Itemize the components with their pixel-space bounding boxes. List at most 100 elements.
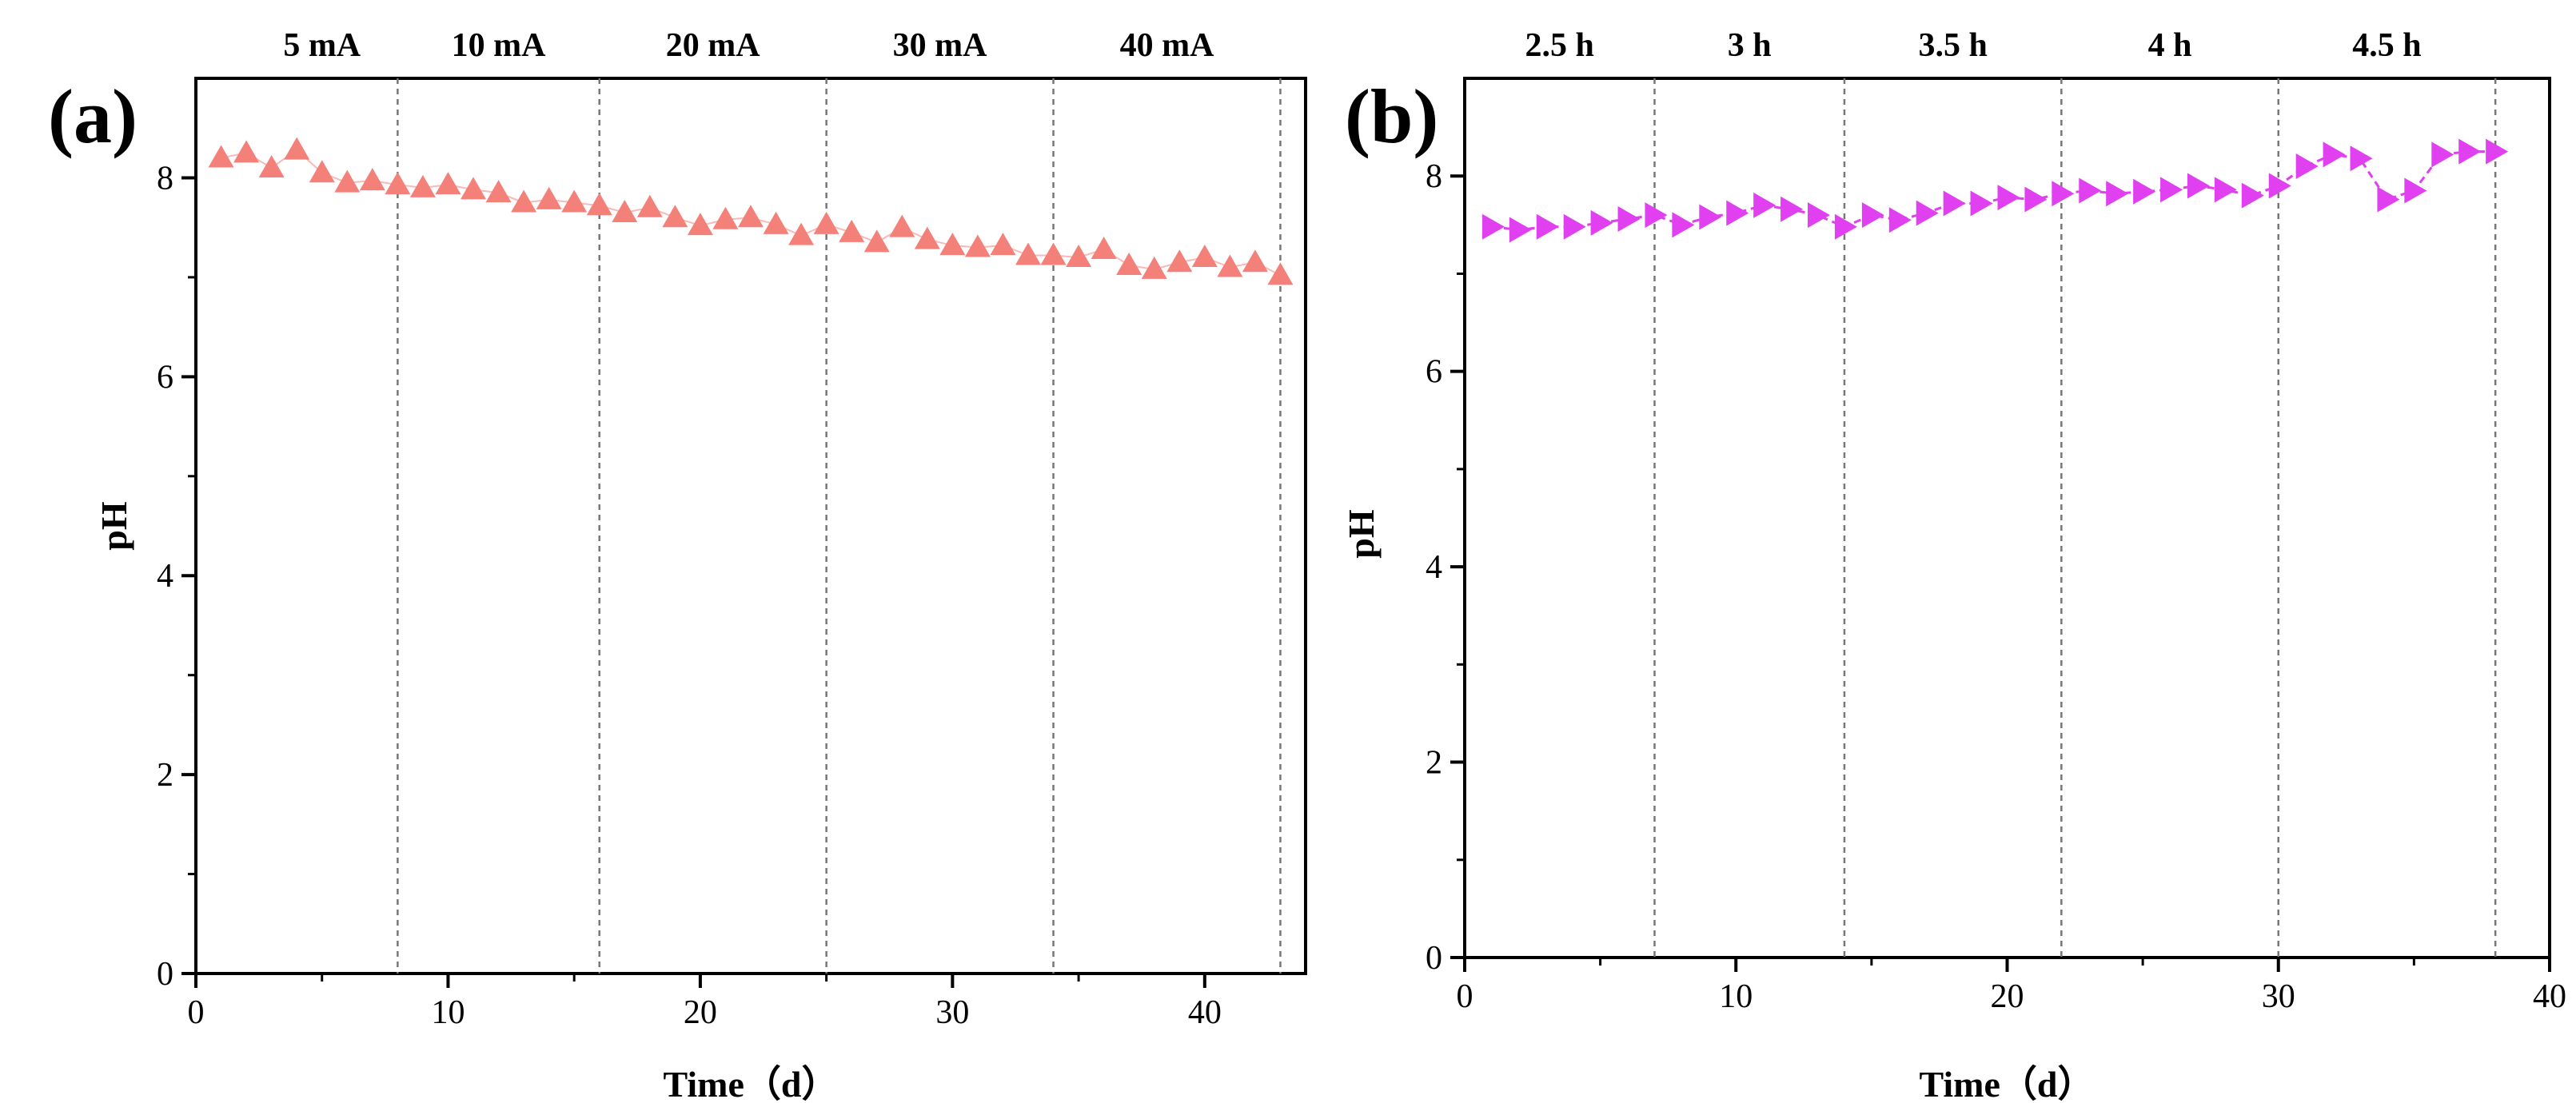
panel-a-y-tick-label-0: 0 <box>157 956 173 993</box>
panel-a-data-point <box>712 206 739 229</box>
panel-b-letter: (b) <box>1345 74 1438 159</box>
panel-a-y-tick-label-4: 4 <box>157 558 173 595</box>
panel-a-data-point <box>561 189 588 213</box>
panel-b-data-point <box>2187 173 2210 199</box>
panel-a-data-point <box>1217 254 1243 277</box>
panel-b-markers <box>1481 138 2509 243</box>
panel-b-data-point <box>2024 186 2048 213</box>
panel-a-data-point <box>258 155 285 177</box>
panel-a-data-point <box>1166 249 1193 273</box>
panel-b-data-point <box>2214 177 2237 203</box>
panel-a-data-point <box>511 189 537 213</box>
panel-b-data-point <box>1970 190 1993 217</box>
panel-a-phase-label-4: 30 mA <box>893 27 987 64</box>
panel-b-x-tick-label-0: 0 <box>1457 978 1473 1015</box>
panel-a-data-point <box>813 211 839 234</box>
panel-b-data-point <box>2323 141 2346 168</box>
panel-b-data-point <box>2106 181 2129 207</box>
panel-b-data-point <box>2458 138 2482 165</box>
panel-a-data-point <box>839 219 865 242</box>
panel-b-y-tick-label-0: 0 <box>1426 940 1442 977</box>
panel-a-x-tick-label-40: 40 <box>1188 994 1222 1031</box>
panel-a-data-point <box>409 174 436 197</box>
panel-b-data-point <box>1509 217 1532 243</box>
panel-b-data-point <box>2268 173 2291 199</box>
panel-a-x-axis-title: Time（d） <box>664 1064 839 1103</box>
panel-a-x-tick-label-20: 20 <box>684 994 717 1031</box>
panel-a-y-tick-label-6: 6 <box>157 359 173 396</box>
panel-a-x-tick-label-30: 30 <box>935 994 969 1031</box>
panel-a-data-point <box>1015 242 1041 265</box>
panel-a-data-point <box>208 145 234 168</box>
panel-b-data-point <box>2160 177 2183 203</box>
panel-b-data-point <box>1536 213 1559 240</box>
panel-a-data-point <box>536 186 562 209</box>
panel-a-data-point <box>662 205 688 228</box>
panel-b-data-point <box>2486 138 2509 165</box>
panel-a-data-point <box>1040 242 1067 265</box>
panel-b-data-point <box>2295 153 2319 179</box>
panel-b-y-ticks: 0 2 4 6 8 <box>1426 158 1465 977</box>
panel-a-data-point <box>461 177 486 200</box>
panel-a-phase-labels: 5 mA 10 mA 20 mA 30 mA 40 mA <box>283 27 1214 64</box>
panel-b-phase-label-3: 3.5 h <box>1918 27 1987 64</box>
panel-b-data-point <box>1780 196 1804 222</box>
panel-b-data-point <box>2079 177 2102 204</box>
panel-a-data-point <box>964 234 991 257</box>
panel-b-series-line-path <box>1491 150 2496 231</box>
panel-a-data-point <box>990 233 1016 256</box>
panel-a-data-point <box>435 172 461 195</box>
panel-a-data-point <box>1066 245 1092 267</box>
panel-b-x-ticks: 0 10 20 30 40 <box>1457 958 2566 1015</box>
panel-b-data-point <box>1699 204 1722 230</box>
panel-b-phase-labels: 2.5 h 3 h 3.5 h 4 h 4.5 h <box>1525 27 2422 64</box>
panel-b-data-point <box>1834 213 1857 240</box>
panel-a-data-point <box>485 180 512 203</box>
panel-b-phase-label-1: 2.5 h <box>1525 27 1594 64</box>
panel-b-data-point <box>1808 202 1831 229</box>
panel-b-y-tick-label-8: 8 <box>1426 158 1442 195</box>
panel-a-phase-label-5: 40 mA <box>1120 27 1214 64</box>
panel-b-plot-frame <box>1463 77 2551 959</box>
panel-a: (a) 0 10 20 30 40 0 2 4 6 8 5 mA 10 mA 20 mA 30 mA 4… <box>48 27 1307 1103</box>
panel-a-data-point <box>1242 249 1268 273</box>
panel-b-data-point <box>2133 178 2156 205</box>
panel-b-data-point <box>1888 207 1912 233</box>
panel-a-letter: (a) <box>48 74 138 159</box>
panel-a-data-point <box>284 137 310 160</box>
panel-a-phase-lines <box>397 78 1282 974</box>
panel-a-data-point <box>612 200 638 222</box>
panel-b-data-point <box>1617 206 1641 232</box>
panel-a-data-point <box>309 160 335 183</box>
panel-a-data-point <box>939 233 966 256</box>
panel-b-series-line <box>1491 150 2496 231</box>
panel-a-data-point <box>385 172 411 195</box>
panel-a-data-point <box>738 205 764 228</box>
panel-a-data-point <box>1141 256 1167 279</box>
panel-a-data-point <box>1191 245 1218 267</box>
panel-b-y-tick-label-2: 2 <box>1426 745 1442 782</box>
panel-b-phase-label-4: 4 h <box>2148 27 2192 64</box>
panel-b: (b) 0 10 20 30 40 0 2 4 6 8 2.5 h 3 h 3.5 h 4 h 4.5 … <box>1341 27 2566 1103</box>
panel-a-data-point <box>889 214 915 237</box>
panel-a-data-point <box>763 211 789 234</box>
panel-a-y-ticks: 0 2 4 6 8 <box>157 160 196 993</box>
panel-b-phase-label-2: 3 h <box>1728 27 1772 64</box>
panel-a-data-point <box>586 193 612 216</box>
panel-a-data-point <box>359 168 385 191</box>
panel-b-data-point <box>2052 181 2075 207</box>
panel-a-data-point <box>1091 237 1117 260</box>
panel-b-data-point <box>2350 145 2373 172</box>
panel-b-data-point <box>1916 200 1939 226</box>
panel-b-data-point <box>1943 190 1966 217</box>
panel-a-data-point <box>687 213 713 236</box>
panel-b-data-point <box>1645 202 1668 229</box>
panel-a-x-ticks: 0 10 20 30 40 <box>188 974 1222 1031</box>
panel-b-x-axis-title: Time（d） <box>1920 1064 2095 1103</box>
panel-a-y-tick-label-8: 8 <box>157 160 173 197</box>
panel-a-y-axis-title: pH <box>94 501 134 551</box>
panel-a-data-point <box>788 222 815 245</box>
panel-b-phase-label-5: 4.5 h <box>2352 27 2421 64</box>
panel-a-phase-label-2: 10 mA <box>452 27 546 64</box>
